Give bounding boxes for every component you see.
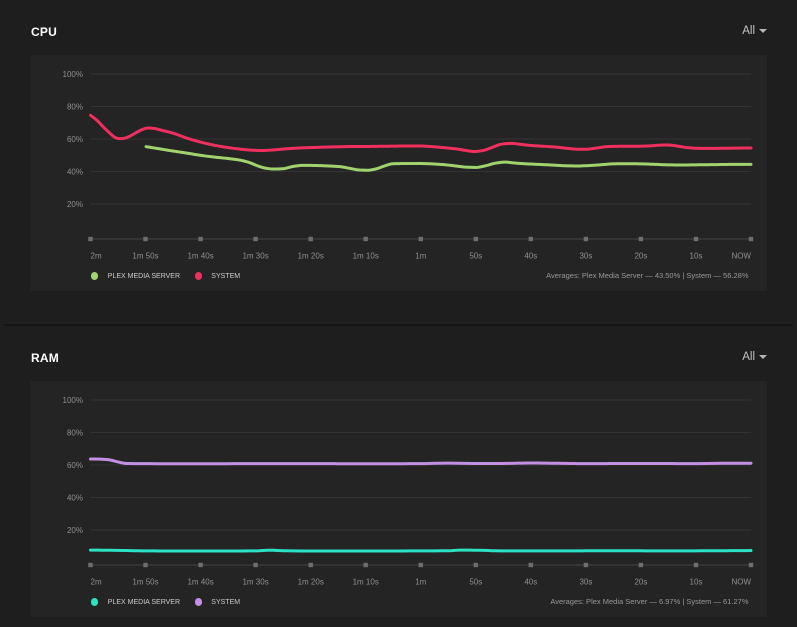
svg-text:1m 20s: 1m 20s [298,578,324,587]
svg-text:10s: 10s [690,252,703,261]
svg-text:1m 10s: 1m 10s [353,578,379,587]
svg-text:NOW: NOW [731,252,751,261]
svg-text:1m: 1m [415,252,426,261]
svg-text:60%: 60% [67,135,83,144]
svg-text:20s: 20s [634,252,647,261]
svg-text:1m 30s: 1m 30s [242,578,268,587]
svg-text:40%: 40% [67,494,83,503]
svg-text:1m 40s: 1m 40s [187,578,213,587]
svg-text:50s: 50s [469,578,482,587]
svg-text:2m: 2m [91,578,102,587]
svg-text:40s: 40s [524,578,537,587]
svg-text:80%: 80% [67,103,83,112]
svg-text:2m: 2m [91,252,102,261]
svg-text:20%: 20% [67,200,83,209]
svg-text:1m 50s: 1m 50s [132,578,158,587]
svg-text:1m 40s: 1m 40s [187,252,213,261]
svg-text:50s: 50s [469,252,482,261]
svg-text:30s: 30s [579,578,592,587]
svg-text:40s: 40s [524,252,537,261]
svg-text:100%: 100% [63,70,83,79]
svg-text:30s: 30s [579,252,592,261]
svg-text:20s: 20s [634,578,647,587]
svg-text:1m: 1m [415,578,426,587]
svg-text:20%: 20% [67,526,83,535]
svg-text:1m 20s: 1m 20s [298,252,324,261]
svg-text:80%: 80% [67,429,83,438]
svg-text:60%: 60% [67,461,83,470]
svg-text:NOW: NOW [731,578,751,587]
svg-text:10s: 10s [690,578,703,587]
svg-text:1m 30s: 1m 30s [242,252,268,261]
svg-text:100%: 100% [63,396,83,405]
svg-text:1m 10s: 1m 10s [353,252,379,261]
svg-text:40%: 40% [67,168,83,177]
svg-text:1m 50s: 1m 50s [132,252,158,261]
